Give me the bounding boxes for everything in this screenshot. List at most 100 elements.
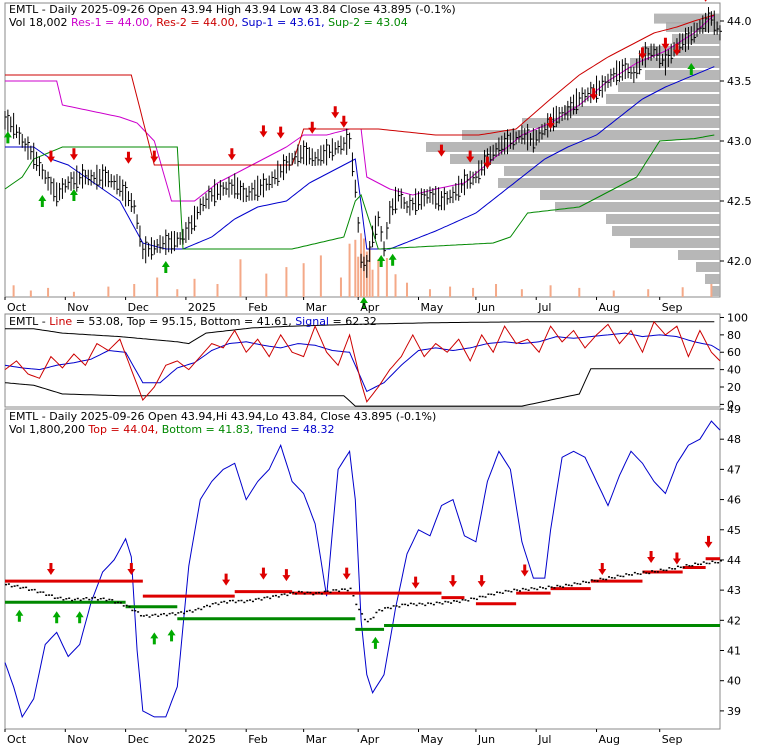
volume-profile-bar — [696, 262, 720, 272]
stoch-ytick-label: 60 — [727, 346, 741, 359]
trend-ytick-label: 39 — [727, 705, 741, 718]
stochastic-panel-frame — [4, 313, 721, 408]
trend-sell-arrow — [520, 564, 529, 577]
price-xtick-label: Oct — [7, 301, 27, 314]
trend-buy-arrow — [15, 609, 24, 622]
stochastic-header-seg: = 53.08, Top = 95.15, Bottom = 41.61, — [72, 315, 295, 328]
volume-profile-bar — [606, 214, 720, 224]
price-ytick-label: 42.0 — [727, 255, 752, 268]
volume-bar — [371, 269, 374, 297]
price-xtick-label: Jul — [537, 301, 551, 314]
trend-ytick-label: 41 — [727, 645, 741, 658]
sell-signal-arrow — [276, 126, 285, 139]
trend-sell-arrow — [46, 563, 55, 576]
volume-bar — [549, 285, 552, 297]
stoch-top-band — [5, 321, 715, 345]
stochastic-header-seg: EMTL - — [9, 315, 49, 328]
trend-sell-arrow — [598, 563, 607, 576]
volume-bar — [520, 289, 523, 297]
trend-ytick-label: 46 — [727, 494, 741, 507]
buy-signal-arrow — [388, 253, 397, 266]
trend-xtick-label: Jul — [537, 733, 551, 745]
price-ytick-label: 43.0 — [727, 135, 752, 148]
volume-profile-bar — [705, 274, 720, 284]
trend-sell-arrow — [704, 535, 713, 548]
sell-signal-arrow — [46, 150, 55, 163]
volume-bar — [578, 287, 581, 297]
price-ytick-label: 43.5 — [727, 75, 752, 88]
volume-profile-bar — [450, 154, 720, 164]
trend-xtick-label: Dec — [128, 733, 149, 745]
trend-sell-arrow — [282, 569, 291, 582]
price-xtick-label: Apr — [360, 301, 380, 314]
trend-xtick-label: Jun — [477, 733, 495, 745]
price-header-line2: Vol 18,002 Res-1 = 44.00, Res-2 = 44.00,… — [9, 16, 408, 29]
trend-xtick-label: Nov — [67, 733, 89, 745]
volume-bar — [406, 282, 409, 297]
price-header-line2-seg: Res-1 = 44.00, — [67, 16, 152, 29]
volume-bar — [377, 259, 380, 297]
stoch-ytick-label: 80 — [727, 329, 741, 342]
volume-bar — [176, 289, 179, 297]
stoch-ytick-label: 40 — [727, 364, 741, 377]
volume-bar — [12, 285, 15, 297]
volume-bar — [394, 274, 397, 297]
sell-signal-arrow — [546, 117, 555, 129]
volume-bar — [239, 259, 242, 297]
price-xtick-label: 2025 — [188, 301, 216, 314]
volume-profile-bar — [618, 82, 720, 92]
volume-profile-bar — [678, 250, 720, 260]
price-xtick-label: Jun — [477, 301, 495, 314]
stochastic-header-seg: = 62.32 — [329, 315, 377, 328]
trend-ytick-label: 48 — [727, 433, 741, 446]
volume-profile-bar — [630, 58, 720, 68]
price-header-line2-seg: Sup-2 = 43.04 — [325, 16, 408, 29]
volume-bar — [428, 289, 431, 297]
sell-signal-arrow — [661, 37, 670, 50]
volume-bar — [385, 258, 388, 297]
sell-signal-arrow — [339, 115, 348, 128]
volume-profile-bar — [645, 70, 720, 80]
stoch-bottom-band — [4, 368, 715, 407]
sell-signal-arrow — [124, 151, 133, 164]
trend-buy-arrow — [75, 611, 84, 624]
price-xtick-label: Dec — [128, 301, 149, 314]
trend-sell-arrow — [647, 550, 656, 563]
trend-xtick-label: Feb — [248, 733, 267, 745]
trend-header-line2: Vol 1,800,200 Top = 44.04, Bottom = 41.8… — [9, 423, 335, 436]
volume-bar — [612, 290, 615, 297]
stoch-ytick-label: 0 — [727, 398, 734, 411]
volume-bar — [285, 267, 288, 297]
stochastic-header-seg: Signal — [295, 315, 329, 328]
trend-buy-arrow — [52, 611, 61, 624]
volume-profile-bar — [654, 13, 720, 24]
trend-xtick-label: Mar — [306, 733, 327, 745]
trend-header-line2-seg: Trend = 48.32 — [253, 423, 334, 436]
price-header-line1-seg: EMTL - Daily 2025-09-26 Open 43.94 High … — [9, 3, 456, 16]
volume-bar — [107, 286, 110, 297]
buy-signal-arrow — [161, 261, 170, 273]
volume-bar — [133, 284, 136, 297]
trend-header-line1: EMTL - Daily 2025-09-26 Open 43.94,Hi 43… — [9, 410, 436, 423]
volume-profile-bar — [630, 238, 720, 248]
stochastic-header-seg: Line — [49, 315, 72, 328]
volume-bar — [216, 284, 219, 297]
buy-signal-arrow — [3, 131, 12, 144]
volume-profile-bar — [672, 34, 720, 44]
volume-bar — [339, 277, 342, 297]
volume-bar — [265, 273, 268, 297]
buy-signal-arrow — [377, 255, 386, 267]
trend-ytick-label: 40 — [727, 675, 741, 688]
trend-ytick-label: 44 — [727, 554, 741, 567]
volume-profile-bar — [498, 178, 720, 188]
sell-signal-arrow — [589, 88, 598, 101]
res2-line — [5, 14, 715, 166]
volume-bar — [357, 256, 360, 297]
volume-bar — [319, 255, 322, 297]
price-ytick-label: 44.0 — [727, 15, 752, 28]
volume-profile-bar — [642, 46, 720, 56]
sell-signal-arrow — [466, 150, 475, 163]
price-ytick-label: 42.5 — [727, 195, 752, 208]
volume-bar — [449, 286, 452, 297]
